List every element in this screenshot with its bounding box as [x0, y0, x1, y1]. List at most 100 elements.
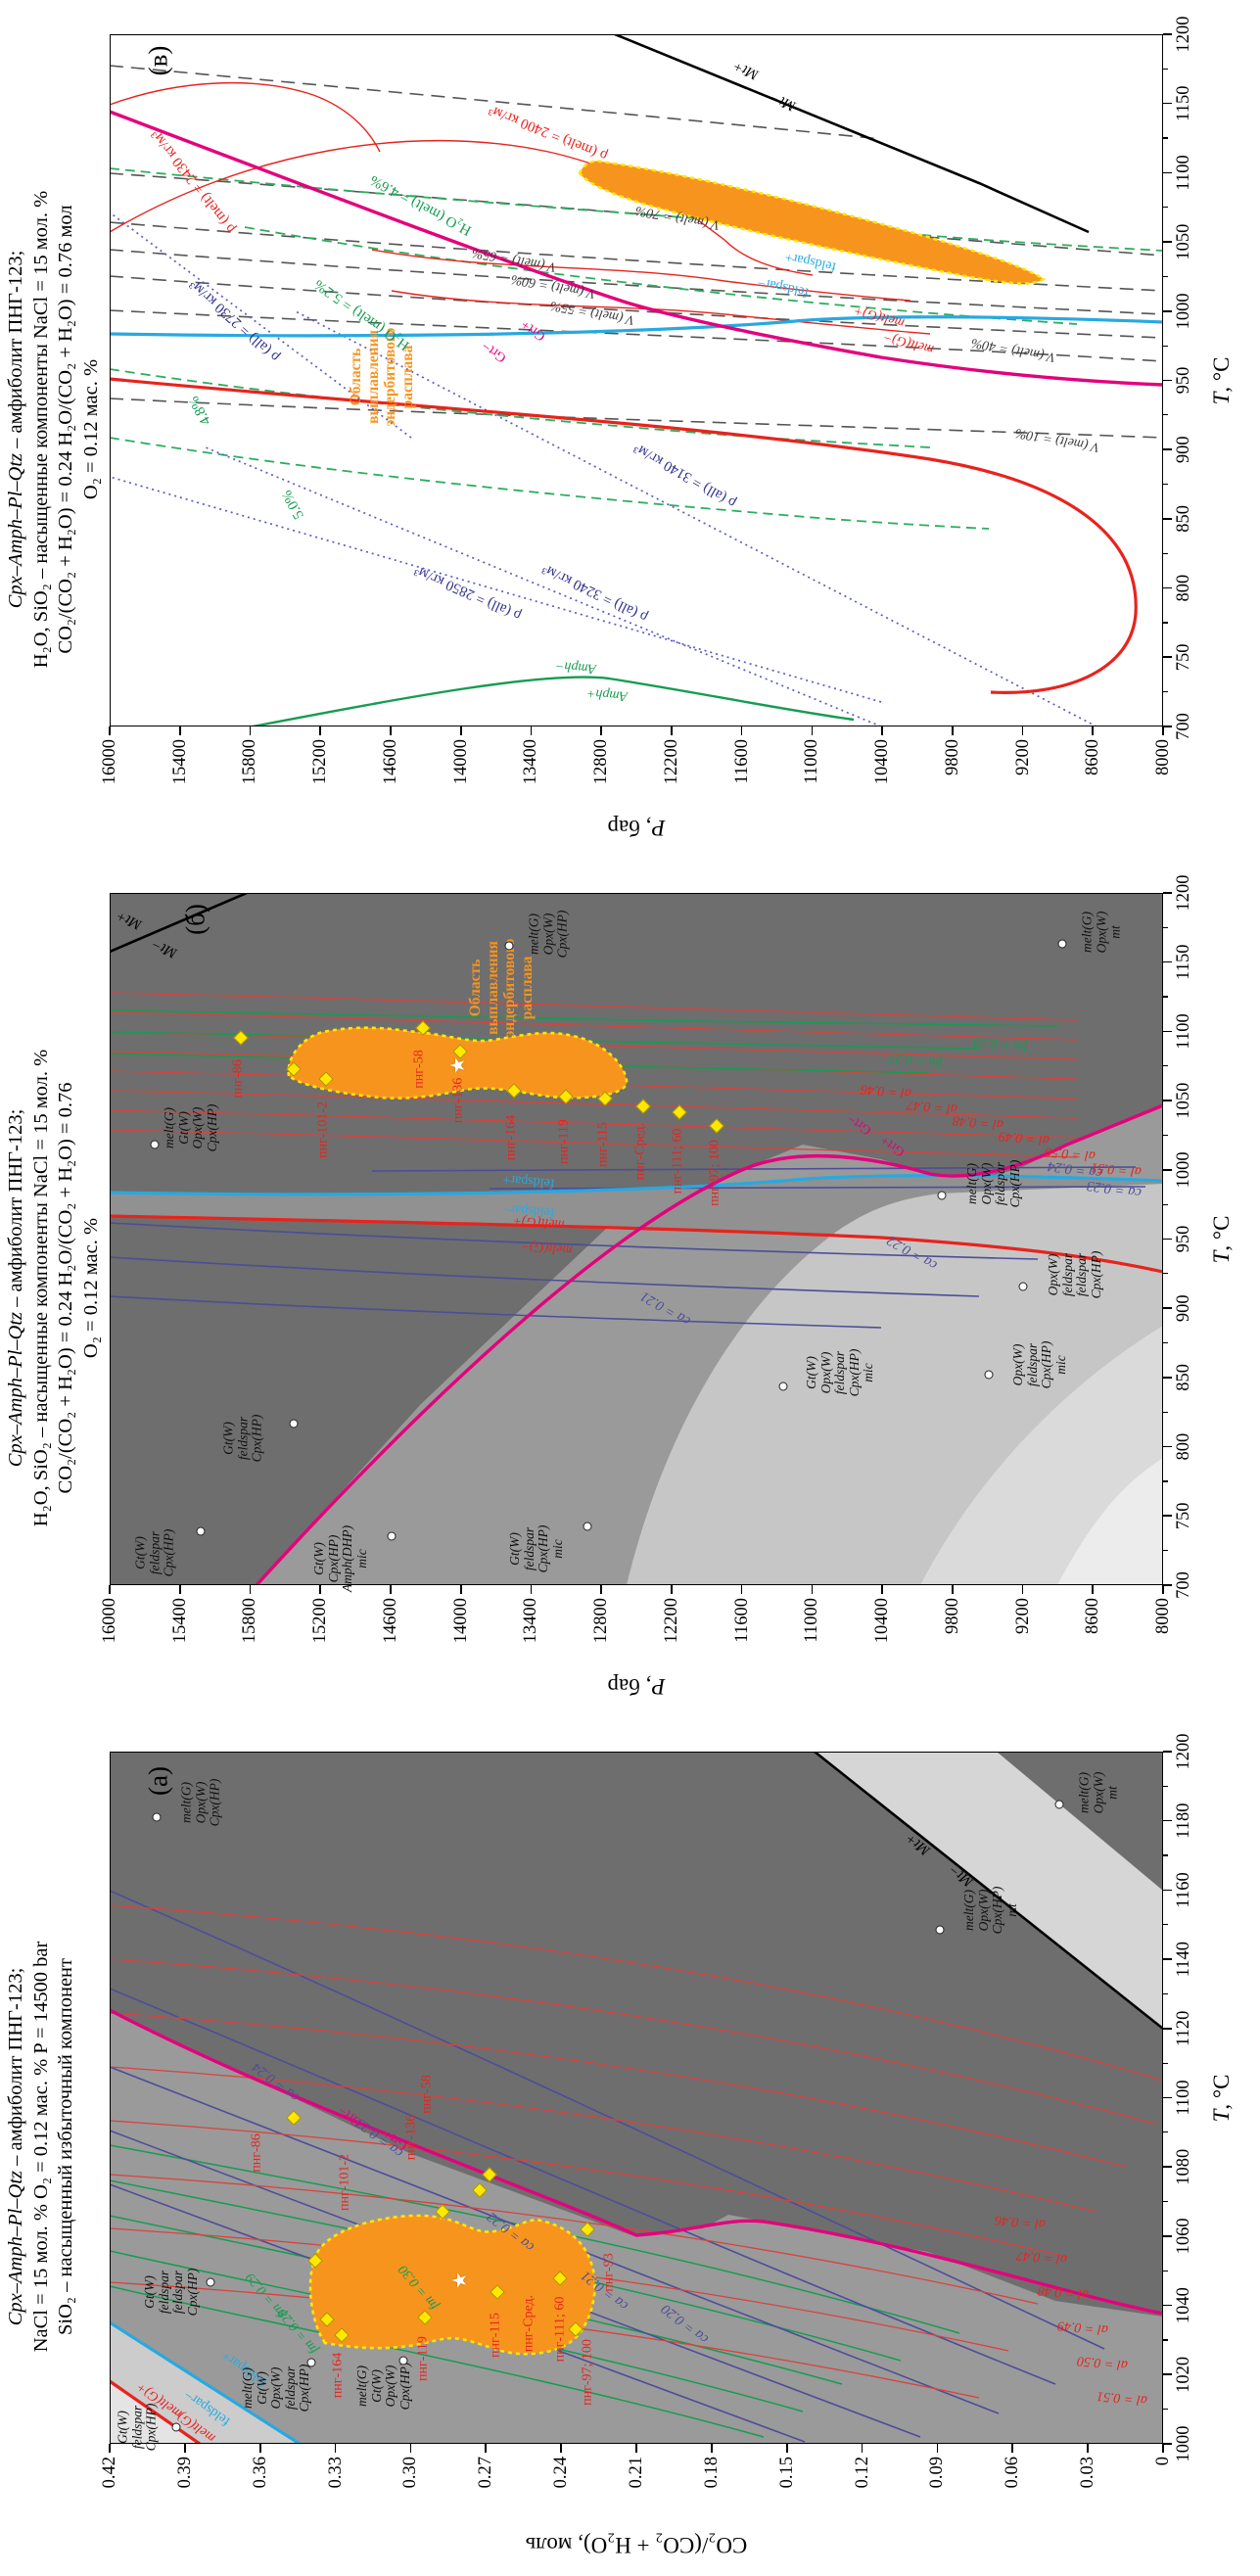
y-tick-label: 9800	[942, 739, 962, 775]
x-tick-label: 1050	[1174, 1082, 1193, 1119]
panel-a-plot: (а) ca = 0.24 ca = 0.23 ca = 0.22 ca = 0.21 c…	[0, 1717, 1260, 2576]
assemblage-label: melt(G) Opx(W) Cpx(HP)	[526, 910, 570, 959]
x-tick	[1163, 2373, 1172, 2376]
x-minor-tick	[1163, 137, 1168, 139]
field-lightest	[1057, 1458, 1163, 1585]
y-tick-label: 0.36	[250, 2457, 270, 2489]
y-tick-label: 0	[1153, 2457, 1173, 2466]
x-axis-title: T, °C	[1209, 2074, 1234, 2123]
y-tick	[1162, 726, 1164, 735]
x-tick	[1163, 1889, 1172, 1892]
grt-line	[110, 110, 1163, 387]
x-tick-label: 1050	[1174, 223, 1193, 260]
h2o-melt-isopleths	[110, 167, 1163, 530]
assemblage-label: Gt(W) feldspar feldspar Cpx(HP)	[142, 2268, 200, 2317]
y-tick	[334, 2444, 337, 2453]
panel-v: Cpx–Amph–Pl–Qtz – амфиболит ПНГ-123; H₂O,…	[0, 0, 1260, 859]
x-tick-label: 1120	[1174, 2010, 1193, 2046]
x-tick	[1163, 2166, 1172, 2168]
x-tick-label: 1180	[1174, 1803, 1193, 1839]
mt-line	[814, 1752, 1163, 2031]
x-tick-label: 1150	[1174, 944, 1193, 980]
x-tick-label: 850	[1174, 505, 1193, 533]
x-axis-title: T, °C	[1209, 1215, 1234, 1264]
x-minor-tick	[1163, 2200, 1168, 2203]
assemblage-dot-marker	[937, 1191, 947, 1200]
y-tick	[1092, 1585, 1095, 1594]
x-minor-tick	[1163, 1273, 1168, 1275]
x-minor-tick	[1163, 1065, 1168, 1067]
x-minor-tick	[1163, 275, 1168, 278]
melt-line	[110, 2379, 201, 2444]
y-axis-title: P, бар	[607, 1674, 666, 1699]
feldspar-line	[110, 1174, 1163, 1196]
y-tick-label: 0.03	[1078, 2457, 1098, 2489]
plot-frame	[110, 34, 1163, 726]
y-tick-label: 0.06	[1003, 2457, 1023, 2489]
assemblage-dot-marker	[196, 1526, 206, 1536]
assemblage-dot-marker	[935, 1925, 945, 1935]
grt-line	[255, 1103, 1163, 1585]
x-minor-tick	[1163, 2409, 1168, 2411]
y-tick	[952, 1585, 954, 1594]
x-tick-label: 1020	[1174, 2356, 1193, 2393]
x-tick	[1163, 102, 1172, 105]
y-tick	[1092, 726, 1095, 735]
panel-b: Cpx–Amph–Pl–Qtz – амфиболит ПНГ-123; H₂O,…	[0, 859, 1260, 1717]
plot-frame	[110, 893, 1163, 1585]
sample-label: пнг-111; 60	[670, 1128, 685, 1194]
assemblage-label: melt(G) Gt(W) Opx(W) feldspar Cpx(HP)	[239, 2364, 311, 2412]
y-tick-label: 9200	[1012, 1598, 1033, 1634]
y-tick-label: 16000	[100, 1598, 119, 1644]
y-tick	[671, 1585, 673, 1594]
x-tick	[1163, 1445, 1172, 1448]
y-tick-label: 13400	[521, 739, 541, 785]
sample-label: пнг-115	[488, 2313, 503, 2358]
y-tick-label: 9200	[1012, 739, 1033, 775]
y-tick-label: 0.15	[776, 2457, 797, 2489]
amph-line	[252, 676, 855, 726]
y-tick-label: 10400	[872, 1598, 893, 1644]
y-tick	[319, 726, 322, 735]
x-tick-label: 950	[1174, 1225, 1193, 1253]
x-tick	[1163, 1584, 1172, 1586]
assemblage-label: Gt(W) feldspar Cpx(HP)	[115, 2403, 159, 2452]
assemblage-dot-marker	[583, 1522, 592, 1531]
y-tick	[109, 726, 111, 735]
y-tick	[811, 1585, 814, 1594]
y-tick-label: 15200	[310, 1598, 331, 1644]
sample-label: пнг-119	[556, 1119, 572, 1164]
assemblage-dot-marker	[206, 2277, 215, 2287]
sample-label: пнг-86	[249, 2133, 264, 2173]
x-tick	[1163, 656, 1172, 659]
x-tick	[1163, 241, 1172, 243]
field-melt-corridor	[110, 1175, 1163, 1272]
assemblage-dot-marker	[778, 1382, 788, 1391]
sample-label: пнг-97; 100	[707, 1140, 723, 1206]
assemblage-label: melt(G) Opx(W) mt	[1076, 1771, 1120, 1814]
y-tick-label: 0.27	[476, 2457, 496, 2489]
y-tick	[409, 2444, 412, 2453]
x-tick-label: 1000	[1174, 1151, 1193, 1189]
grt-line	[110, 2008, 1163, 2316]
y-tick-label: 11000	[802, 1598, 822, 1643]
x-tick	[1163, 1515, 1172, 1518]
y-tick-label: 0.33	[325, 2457, 346, 2489]
panel-letter: (а)	[143, 1766, 173, 1796]
y-tick-label: 15800	[240, 1598, 260, 1644]
x-tick	[1163, 726, 1172, 727]
y-tick-label: 0.21	[627, 2457, 646, 2489]
y-tick	[1162, 2444, 1164, 2453]
x-minor-tick	[1163, 2339, 1168, 2341]
assemblage-label: Gt(W) feldspar Cpx(HP)	[132, 1528, 176, 1577]
x-minor-tick	[1163, 622, 1168, 624]
y-tick	[740, 726, 743, 735]
y-tick-label: 15800	[240, 739, 260, 785]
y-tick-label: 11600	[731, 1598, 752, 1643]
feldspar-line	[110, 315, 1163, 338]
x-minor-tick	[1163, 2270, 1168, 2272]
assemblage-label: melt(G) Opx(W) Cpx(HP) mt	[961, 1886, 1019, 1935]
x-axis-title: T, °C	[1209, 356, 1234, 405]
panel-a-canvas	[110, 1752, 1163, 2444]
